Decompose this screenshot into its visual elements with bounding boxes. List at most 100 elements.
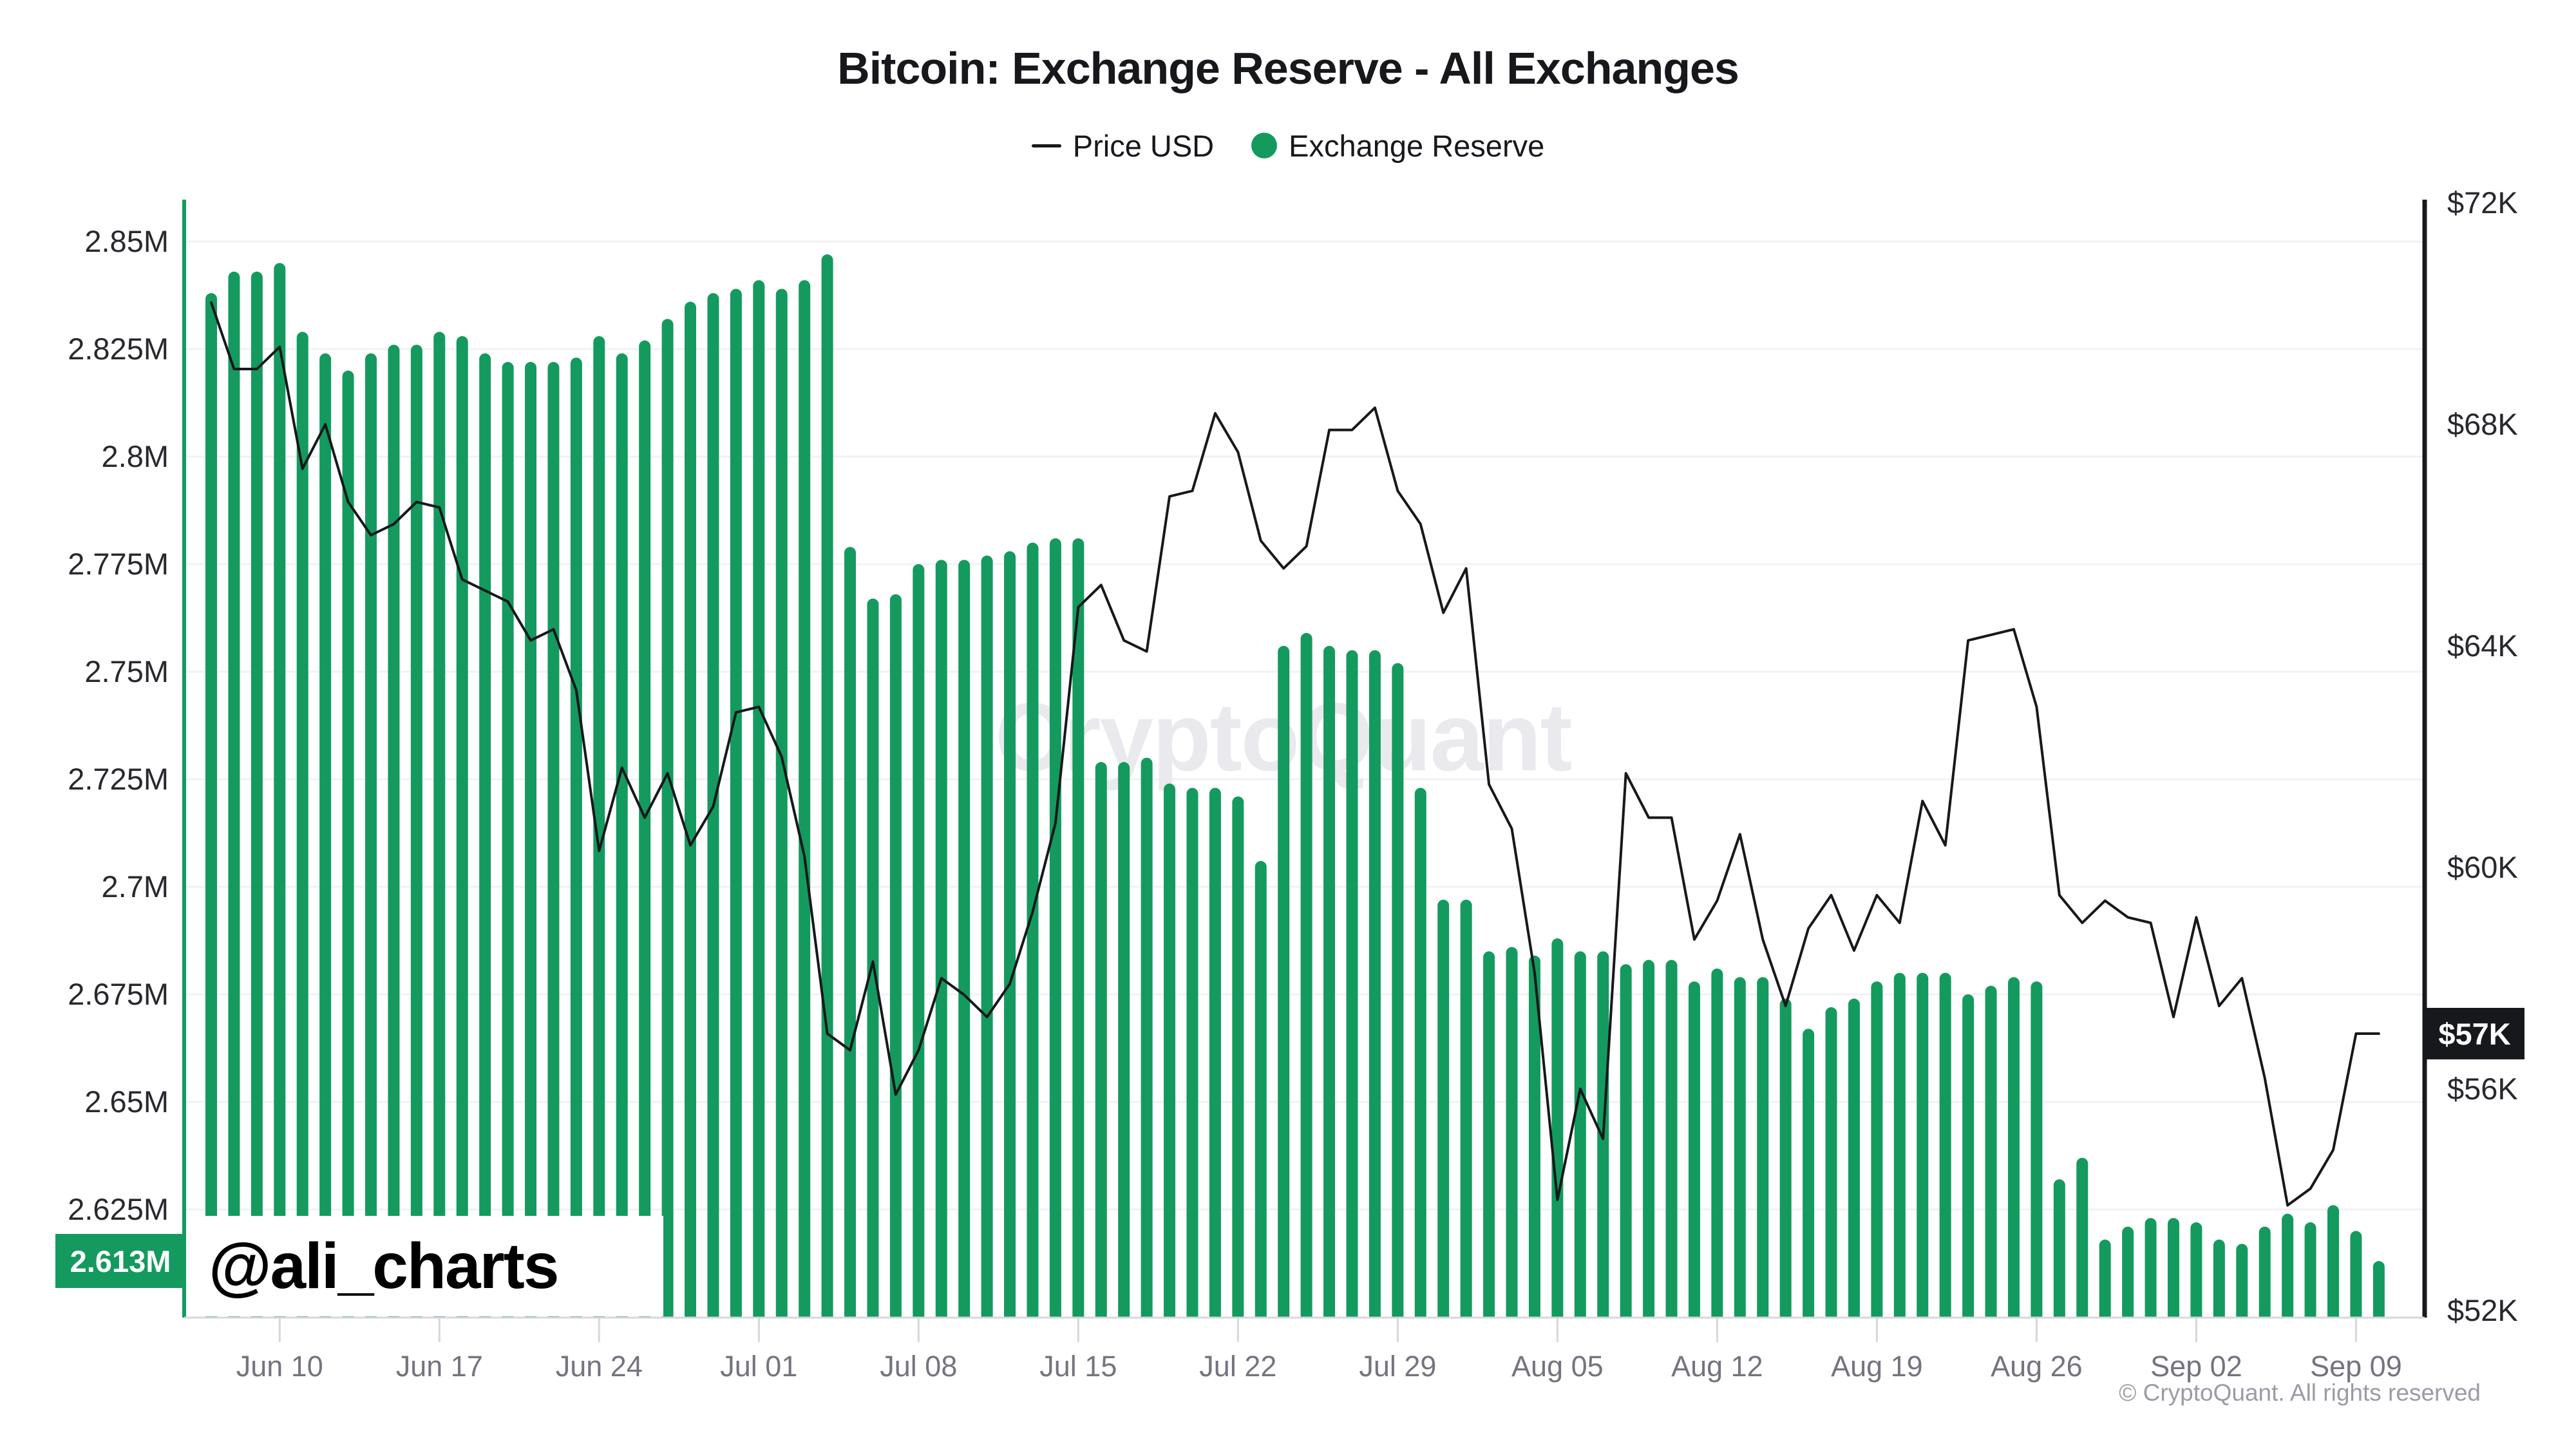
x-axis-tick-label: Jun 24 [555, 1350, 643, 1383]
reserve-bar [1665, 960, 1678, 1318]
reserve-bar [2350, 1231, 2362, 1318]
reserve-bar [342, 370, 354, 1318]
reserve-bar [570, 357, 582, 1318]
reserve-bar [1711, 968, 1723, 1318]
reserve-bar [2372, 1261, 2385, 1318]
reserve-bar [799, 280, 811, 1318]
y-axis-left-tick-label: 2.75M [84, 654, 169, 688]
reserve-bar [1255, 860, 1267, 1318]
x-axis-tick-label: Jul 22 [1199, 1350, 1277, 1383]
attribution-box: @ali_charts [194, 1216, 663, 1316]
x-axis-tick-label: Jun 17 [395, 1350, 483, 1383]
reserve-bar [1483, 951, 1495, 1318]
reserve-bar [2327, 1205, 2339, 1318]
reserve-bar [547, 362, 560, 1318]
reserve-bar [456, 336, 468, 1318]
reserve-bar [1049, 538, 1061, 1318]
reserve-bar [2190, 1222, 2202, 1318]
reserve-bar [1779, 998, 1792, 1318]
reserve-bar [867, 598, 879, 1318]
reserve-bar [889, 594, 902, 1318]
reserve-bar [753, 280, 765, 1318]
y-axis-left-tick-label: 2.7M [101, 869, 169, 904]
reserve-bar [1803, 1028, 1815, 1318]
reserve-bar [388, 345, 400, 1318]
reserve-bar [479, 353, 491, 1318]
x-axis-tick-label: Jul 01 [720, 1350, 798, 1383]
x-axis-tick-label: Jul 15 [1039, 1350, 1117, 1383]
y-axis-right-tick-label: $72K [2447, 185, 2518, 220]
reserve-bar [1164, 783, 1176, 1318]
reserve-bar [319, 353, 332, 1318]
reserve-bar [296, 332, 308, 1318]
reserve-bar [1414, 788, 1426, 1318]
reserve-bar [1437, 900, 1450, 1318]
reserve-bar [1141, 757, 1153, 1318]
reserve-bar [1643, 960, 1655, 1318]
reserve-bar [410, 345, 422, 1318]
reserve-bars [205, 254, 2385, 1318]
y-axis-right-tick-label: $56K [2447, 1072, 2518, 1106]
reserve-bar [1460, 900, 1472, 1318]
reserve-bar [616, 353, 628, 1318]
reserve-bar [1209, 788, 1221, 1318]
x-axis-tick-label: Jul 29 [1359, 1350, 1437, 1383]
x-axis-tick-label: Jun 10 [236, 1350, 323, 1383]
reserve-bar [251, 271, 263, 1318]
y-axis-left-tick-label: 2.775M [68, 547, 169, 581]
reserve-bar [365, 353, 377, 1318]
page-title: Bitcoin: Exchange Reserve - All Exchange… [837, 43, 1739, 93]
attribution-handle: @ali_charts [209, 1229, 559, 1302]
reserve-bar [2076, 1157, 2088, 1318]
reserve-bar [2007, 977, 2020, 1318]
reserve-bar [844, 547, 857, 1318]
reserve-dot-icon [1251, 133, 1278, 158]
reserve-bar [1688, 981, 1700, 1318]
reserve-current-badge: 2.613M [55, 1234, 185, 1289]
reserve-bar [1893, 972, 1906, 1318]
y-axis-left-tick-label: 2.8M [101, 439, 169, 473]
y-axis-left-tick-label: 2.725M [68, 762, 169, 796]
reserve-bar [661, 319, 674, 1318]
reserve-bar [730, 289, 742, 1318]
reserve-bar [1232, 796, 1244, 1318]
reserve-bar [433, 332, 446, 1318]
reserve-bar [1506, 947, 1518, 1318]
reserve-bar [274, 263, 286, 1318]
legend: Price USD Exchange Reserve [0, 124, 2576, 167]
reserve-bar [1962, 994, 1975, 1318]
reserve-bar [2031, 981, 2043, 1318]
reserve-bar [1368, 650, 1381, 1318]
x-axis-tick-label: Sep 02 [2150, 1350, 2242, 1383]
reserve-bar [1757, 977, 1769, 1318]
y-axis-left-tick-label: 2.65M [84, 1084, 169, 1119]
reserve-bar [593, 336, 605, 1318]
x-axis-tick-label: Aug 19 [1831, 1350, 1923, 1383]
reserve-bar [1072, 538, 1084, 1318]
price-line-icon [1031, 144, 1061, 147]
reserve-bar [1300, 632, 1312, 1318]
reserve-bar [913, 564, 925, 1318]
y-axis-right-tick-label: $64K [2447, 629, 2518, 663]
reserve-bar [1574, 951, 1586, 1318]
y-axis-left-tick-label: 2.625M [68, 1192, 169, 1226]
reserve-bar [2213, 1239, 2225, 1318]
x-axis-tick-label: Aug 05 [1511, 1350, 1604, 1383]
y-axis-right-tick-label: $52K [2447, 1293, 2518, 1327]
reserve-bar [1620, 964, 1632, 1318]
reserve-bar [2145, 1218, 2157, 1318]
reserve-bar [1392, 663, 1404, 1318]
reserve-bar [2259, 1226, 2271, 1318]
reserve-bar [2236, 1244, 2248, 1318]
y-axis-left-tick-label: 2.825M [68, 332, 169, 366]
reserve-bar [2099, 1239, 2111, 1318]
reserve-bar [1917, 972, 1929, 1318]
reserve-bar [2122, 1226, 2134, 1318]
reserve-bar [2304, 1222, 2316, 1318]
reserve-bar [2053, 1179, 2065, 1318]
reserve-bar [1871, 981, 1883, 1318]
reserve-bar [981, 555, 993, 1318]
reserve-bar [1118, 762, 1130, 1318]
reserve-bar [685, 301, 697, 1318]
